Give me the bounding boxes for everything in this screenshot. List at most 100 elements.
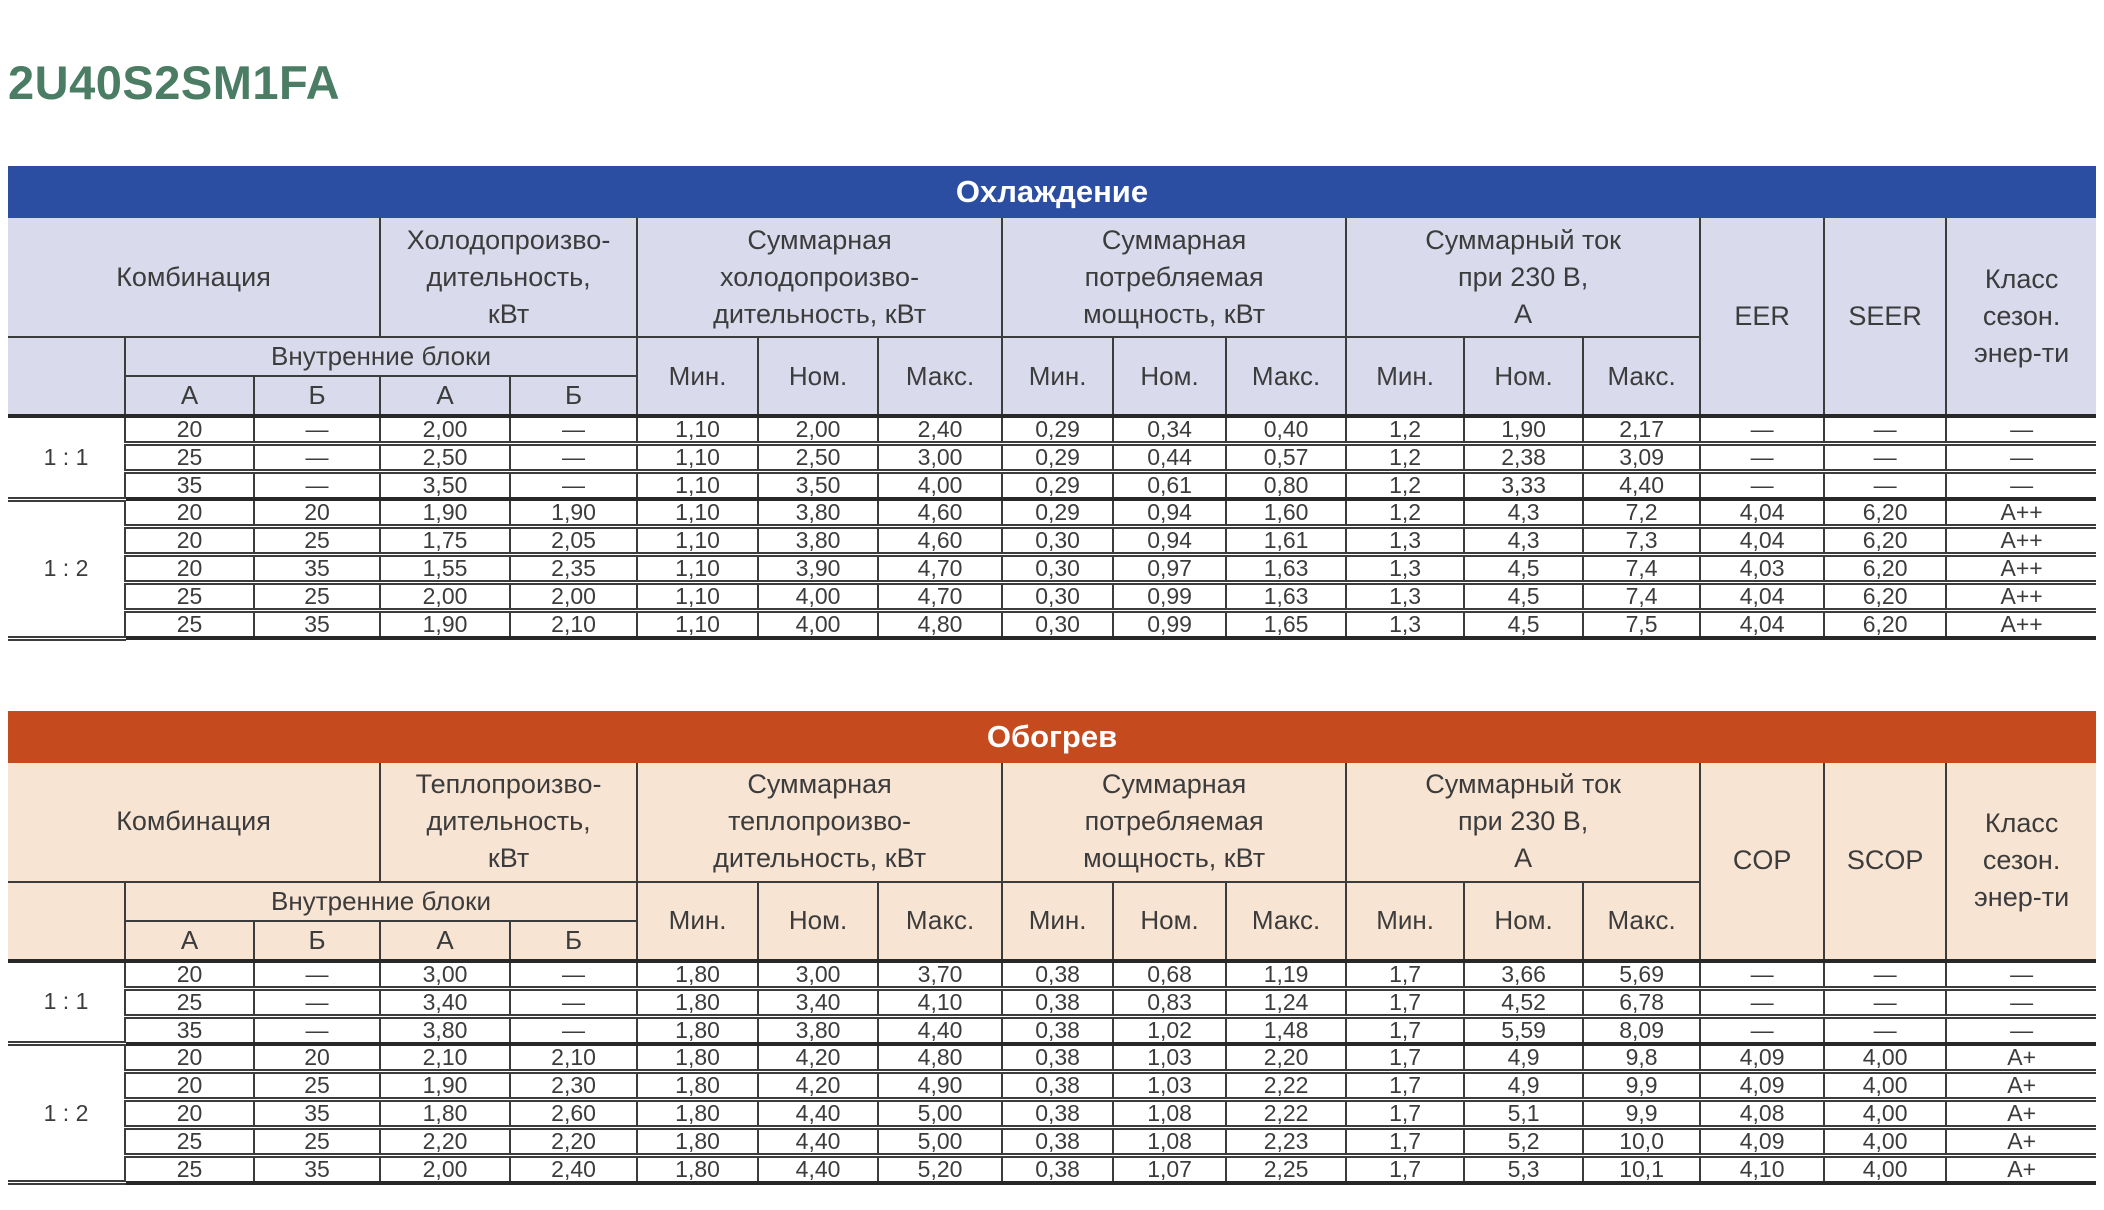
spec-value-cell: 4,04 xyxy=(1699,499,1826,529)
spec-value-cell: — xyxy=(509,1016,639,1046)
spec-value-cell: 4,3 xyxy=(1463,499,1585,529)
spec-value-cell: 1,03 xyxy=(1112,1071,1228,1102)
spec-value-cell: 0,61 xyxy=(1112,471,1228,501)
spec-value-cell: 1,3 xyxy=(1345,554,1466,585)
spec-value-cell: 1,80 xyxy=(636,960,760,991)
spec-value-cell: 1,7 xyxy=(1345,1071,1466,1102)
spec-value-cell: 3,80 xyxy=(757,499,880,529)
energy-class-header: Класс сезон. энер-ти xyxy=(1945,218,2097,418)
capacity-header: Теплопроизво- дительность, кВт xyxy=(379,762,639,883)
spec-value-cell: 4,90 xyxy=(877,1071,1004,1102)
spec-value-cell: 5,69 xyxy=(1582,960,1702,991)
spec-value-cell: 1,80 xyxy=(636,1043,760,1074)
spec-value-cell: 2,38 xyxy=(1463,443,1585,474)
spec-value-cell: 1,2 xyxy=(1345,471,1466,501)
spec-value-cell: 4,60 xyxy=(877,499,1004,529)
spec-value-cell: 25 xyxy=(252,1071,382,1102)
spec-value-cell: 0,97 xyxy=(1112,554,1228,585)
spec-value-cell: 2,10 xyxy=(509,610,639,640)
spec-value-cell: 20 xyxy=(124,499,255,529)
min-header: Мин. xyxy=(1345,336,1466,418)
spec-value-cell: 4,40 xyxy=(877,1016,1004,1046)
max-header: Макс. xyxy=(1582,880,1702,963)
efficiency-header: EER xyxy=(1699,218,1826,418)
min-header: Мин. xyxy=(1345,880,1466,963)
spec-value-cell: 2,50 xyxy=(379,443,512,474)
spec-value-cell: 0,94 xyxy=(1112,526,1228,557)
spec-value-cell: — xyxy=(509,416,639,446)
spec-value-cell: 1,63 xyxy=(1225,582,1348,613)
spec-value-cell: 1,80 xyxy=(636,1071,760,1102)
spec-value-cell: А++ xyxy=(1945,610,2097,640)
spec-value-cell: 1,90 xyxy=(379,499,512,529)
spec-value-cell: 1,3 xyxy=(1345,610,1466,640)
max-header: Макс. xyxy=(1225,880,1348,963)
spec-value-cell: 1,03 xyxy=(1112,1043,1228,1074)
spec-value-cell: 5,3 xyxy=(1463,1155,1585,1185)
spec-value-cell: 35 xyxy=(252,554,382,585)
spec-tables: Охлаждение Комбинация Холодопроизво- дит… xyxy=(8,166,2104,1185)
spec-value-cell: А+ xyxy=(1945,1043,2097,1074)
spec-value-cell: 4,03 xyxy=(1699,554,1826,585)
spec-value-cell: 4,00 xyxy=(757,610,880,640)
spec-value-cell: — xyxy=(1699,443,1826,474)
spec-grid: Комбинация Теплопроизво- дительность, кВ… xyxy=(8,762,2097,1185)
spec-value-cell: 0,30 xyxy=(1001,582,1115,613)
spec-value-cell: 1,7 xyxy=(1345,1043,1466,1074)
spec-value-cell: — xyxy=(509,443,639,474)
unit-a-header: А xyxy=(379,375,512,418)
spec-value-cell: 25 xyxy=(124,1155,255,1185)
spec-value-cell: 4,40 xyxy=(757,1155,880,1185)
spec-value-cell: 4,09 xyxy=(1699,1127,1826,1158)
spec-value-cell: 0,38 xyxy=(1001,1155,1115,1185)
spec-value-cell: 1,60 xyxy=(1225,499,1348,529)
spec-value-cell: 7,5 xyxy=(1582,610,1702,640)
nom-header: Ном. xyxy=(1463,336,1585,418)
spec-row: 1 : 2 20 20 2,10 2,10 1,80 4,20 4,80 0,38 1,03 2,2… xyxy=(8,1043,2097,1185)
spec-value-cell: 5,00 xyxy=(877,1127,1004,1158)
total-capacity-header: Суммарная холодопроизво- дительность, кВ… xyxy=(636,218,1004,338)
spec-value-cell: 3,00 xyxy=(877,443,1004,474)
spec-table-heating: Обогрев Комбинация Теплопроизво- дительн… xyxy=(8,710,2097,1185)
seasonal-efficiency-header: SCOP xyxy=(1823,762,1948,963)
spec-value-cell: 1,2 xyxy=(1345,416,1466,446)
table-title: Охлаждение xyxy=(955,174,1149,209)
spec-value-cell: 2,25 xyxy=(1225,1155,1348,1185)
spec-value-cell: — xyxy=(1823,960,1948,991)
spec-value-cell: — xyxy=(1823,1016,1948,1046)
spec-value-cell: 4,9 xyxy=(1463,1043,1585,1074)
spec-value-cell: 1,90 xyxy=(1463,416,1585,446)
spec-value-cell: 4,00 xyxy=(1823,1127,1948,1158)
combination-ratio-cell: 1 : 1 xyxy=(8,960,126,1046)
spec-value-cell: 2,40 xyxy=(877,416,1004,446)
spec-value-cell: 4,3 xyxy=(1463,526,1585,557)
spec-value-cell: 2,30 xyxy=(509,1071,639,1102)
spec-value-cell: — xyxy=(509,960,639,991)
spec-value-cell: 6,20 xyxy=(1823,610,1948,640)
spec-value-cell: 7,3 xyxy=(1582,526,1702,557)
spec-value-cell: 1,61 xyxy=(1225,526,1348,557)
spec-table-body: 1 : 1 20—2,00—1,10 2,00 2,40 0,29 0,34 0,40 1,2… xyxy=(8,416,2097,641)
spec-value-cell: 1,80 xyxy=(636,1127,760,1158)
spec-value-cell: — xyxy=(252,1016,382,1046)
spec-value-cell: 4,40 xyxy=(757,1127,880,1158)
spec-value-cell: — xyxy=(252,960,382,991)
spec-value-cell: 9,8 xyxy=(1582,1043,1702,1074)
spec-value-cell: 2,17 xyxy=(1582,416,1702,446)
spec-value-cell: 20 xyxy=(124,1043,255,1074)
spec-value-cell: — xyxy=(509,988,639,1019)
spec-value-cell: 0,44 xyxy=(1112,443,1228,474)
spec-value-cell: 0,38 xyxy=(1001,1016,1115,1046)
spec-value-cell: 6,20 xyxy=(1823,582,1948,613)
spec-value-cell: 1,10 xyxy=(636,526,760,557)
spec-row: 25—2,50—1,10 2,50 3,00 0,29 0,44 0,57 1,2 2,38 3… xyxy=(8,443,2097,474)
efficiency-header: COP xyxy=(1699,762,1826,963)
spec-value-cell: 1,80 xyxy=(636,1016,760,1046)
spec-value-cell: 3,90 xyxy=(757,554,880,585)
spec-value-cell: 2,10 xyxy=(509,1043,639,1074)
spec-value-cell: 0,29 xyxy=(1001,443,1115,474)
spec-value-cell: 2,00 xyxy=(379,1155,512,1185)
spec-value-cell: 1,24 xyxy=(1225,988,1348,1019)
spec-row: 20 35 1,80 2,60 1,80 4,40 5,00 0,38 1,08 2,22 1,7 5… xyxy=(8,1099,2097,1130)
spec-value-cell: 2,22 xyxy=(1225,1099,1348,1130)
